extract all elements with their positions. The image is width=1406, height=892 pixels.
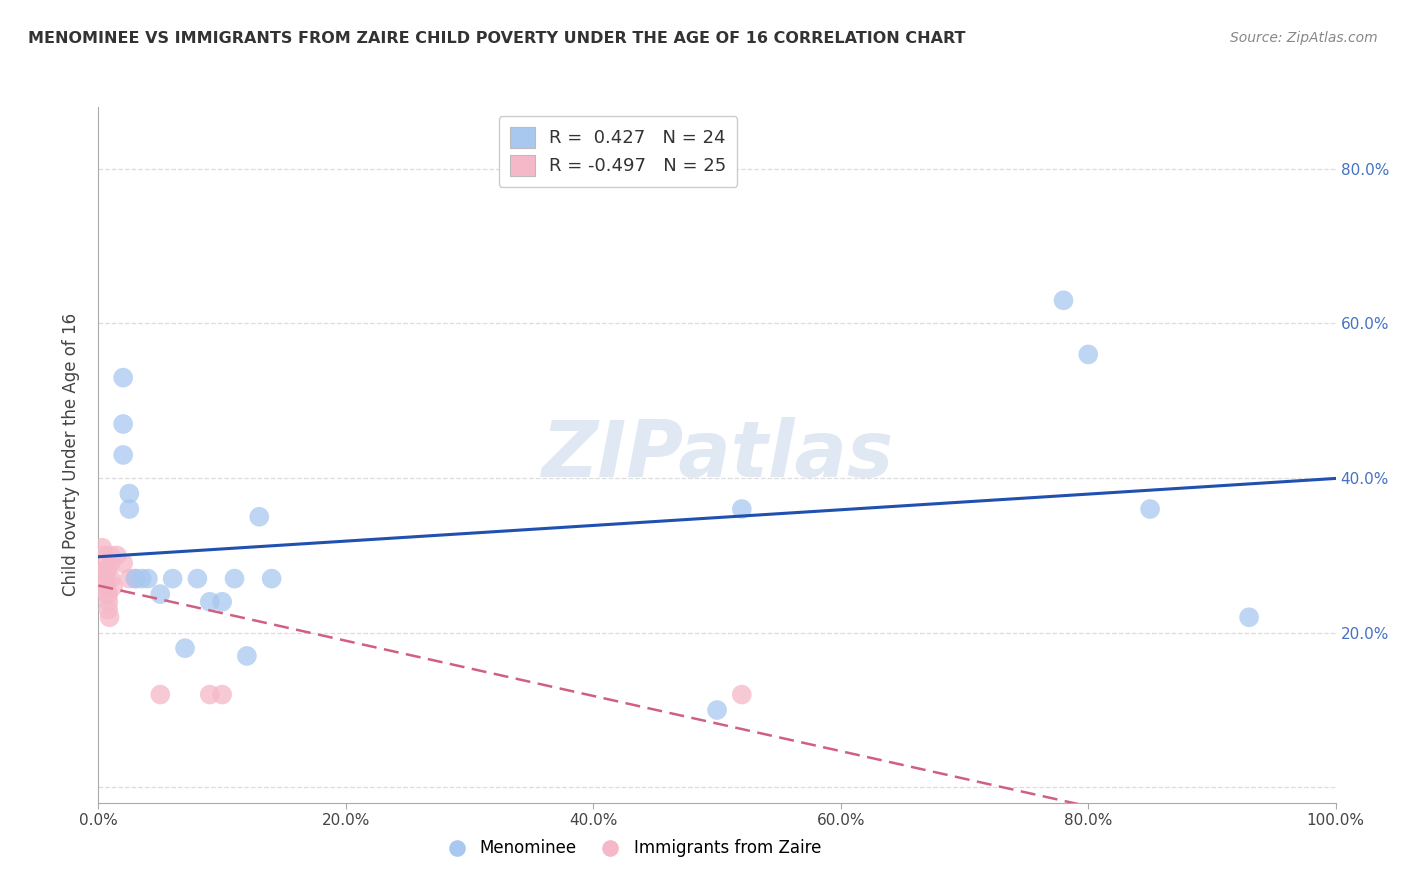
Point bbox=[93, 564, 115, 578]
Point bbox=[94, 564, 117, 578]
Y-axis label: Child Poverty Under the Age of 16: Child Poverty Under the Age of 16 bbox=[62, 313, 80, 597]
Point bbox=[97, 595, 120, 609]
Point bbox=[124, 572, 146, 586]
Point bbox=[186, 572, 208, 586]
Point bbox=[136, 572, 159, 586]
Point bbox=[124, 572, 146, 586]
Point bbox=[105, 549, 128, 563]
Point bbox=[162, 572, 184, 586]
Point bbox=[112, 370, 135, 384]
Text: MENOMINEE VS IMMIGRANTS FROM ZAIRE CHILD POVERTY UNDER THE AGE OF 16 CORRELATION: MENOMINEE VS IMMIGRANTS FROM ZAIRE CHILD… bbox=[28, 31, 966, 46]
Point bbox=[96, 587, 118, 601]
Point bbox=[112, 417, 135, 431]
Point bbox=[198, 595, 221, 609]
Point bbox=[94, 579, 117, 593]
Point bbox=[260, 572, 283, 586]
Text: ZIPatlas: ZIPatlas bbox=[541, 417, 893, 493]
Point bbox=[97, 602, 120, 616]
Point bbox=[91, 541, 114, 555]
Point bbox=[247, 509, 270, 524]
Point bbox=[1139, 502, 1161, 516]
Text: Source: ZipAtlas.com: Source: ZipAtlas.com bbox=[1230, 31, 1378, 45]
Point bbox=[118, 486, 141, 500]
Legend: Menominee, Immigrants from Zaire: Menominee, Immigrants from Zaire bbox=[433, 833, 828, 864]
Point bbox=[224, 572, 246, 586]
Point bbox=[731, 502, 754, 516]
Point bbox=[100, 556, 122, 570]
Point bbox=[1077, 347, 1099, 361]
Point bbox=[211, 595, 233, 609]
Point bbox=[112, 448, 135, 462]
Point bbox=[103, 579, 125, 593]
Point bbox=[118, 572, 141, 586]
Point bbox=[93, 549, 115, 563]
Point bbox=[100, 549, 122, 563]
Point bbox=[96, 564, 118, 578]
Point bbox=[112, 556, 135, 570]
Point bbox=[706, 703, 728, 717]
Point bbox=[97, 587, 120, 601]
Point bbox=[236, 648, 259, 663]
Point bbox=[87, 564, 110, 578]
Point bbox=[100, 572, 122, 586]
Point bbox=[98, 610, 121, 624]
Point bbox=[174, 641, 197, 656]
Point bbox=[731, 688, 754, 702]
Point bbox=[131, 572, 153, 586]
Point bbox=[149, 688, 172, 702]
Point bbox=[149, 587, 172, 601]
Point bbox=[1237, 610, 1260, 624]
Point bbox=[1052, 293, 1074, 308]
Point bbox=[211, 688, 233, 702]
Point bbox=[118, 502, 141, 516]
Point bbox=[198, 688, 221, 702]
Point bbox=[93, 572, 115, 586]
